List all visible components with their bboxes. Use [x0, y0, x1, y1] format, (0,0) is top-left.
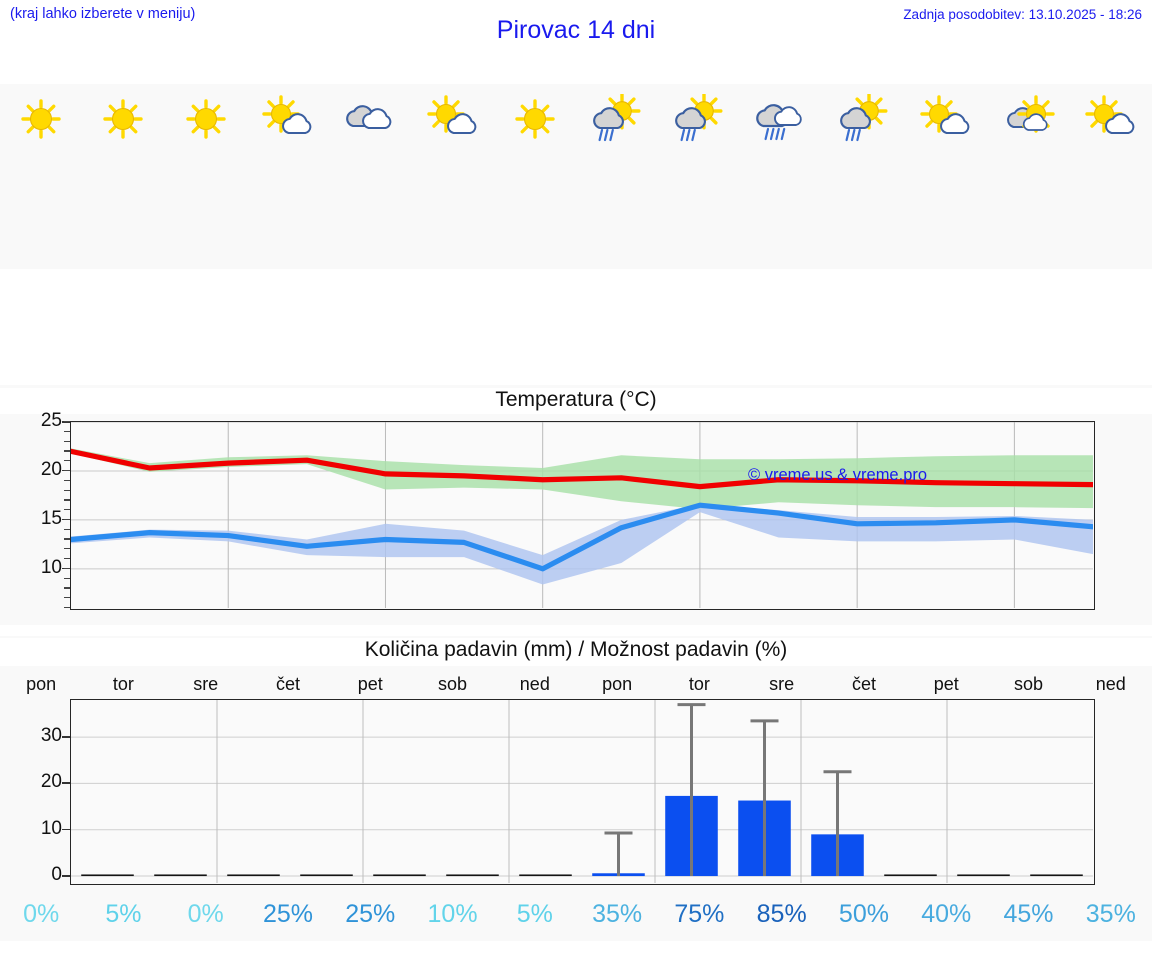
forecast-day-column[interactable] [905, 84, 987, 269]
temperature-y-tick-label: 25 [40, 410, 62, 431]
sun-cloud-rain-icon [582, 92, 652, 148]
precipitation-day-label: tor [112, 674, 134, 694]
watermark-text: © vreme.us & vreme.pro [748, 466, 928, 484]
temperature-series-svg [71, 422, 1093, 608]
temperature-y-tick-label: 10 [40, 556, 62, 578]
precipitation-probability: 10% [427, 900, 478, 928]
sun-cloud-icon [253, 92, 323, 148]
cloudy-icon [335, 92, 405, 148]
precipitation-probability: 35% [1085, 900, 1136, 928]
forecast-day-column[interactable] [576, 84, 658, 269]
precipitation-day-label: sob [438, 674, 468, 694]
temperature-plot-area [70, 421, 1095, 610]
temperature-y-tick-label: 15 [40, 507, 62, 529]
precipitation-bars-svg [71, 700, 1093, 883]
page-header: (kraj lahko izberete v meniju) Pirovac 1… [0, 0, 1152, 60]
forecast-day-column[interactable] [165, 84, 247, 269]
precipitation-probability: 5% [105, 900, 142, 928]
forecast-day-column[interactable] [494, 84, 576, 269]
sun-cloud-rain-icon [829, 92, 899, 148]
sun-cloud-icon [418, 92, 488, 148]
precipitation-chart-title: Količina padavin (mm) / Možnost padavin … [0, 638, 1152, 666]
page-title: Pirovac 14 dni [496, 16, 656, 44]
precipitation-y-tick-label: 10 [40, 817, 62, 839]
temperature-chart-title: Temperatura (°C) [0, 388, 1152, 414]
sun-icon [88, 92, 158, 148]
sun-icon [500, 92, 570, 148]
precipitation-probability: 5% [516, 900, 553, 928]
sun-icon [6, 92, 76, 148]
forecast-day-column[interactable] [0, 84, 82, 269]
daily-forecast-strip [0, 84, 1152, 269]
precipitation-day-label: sob [1014, 674, 1044, 694]
menu-hint: (kraj lahko izberete v meniju) [10, 6, 196, 22]
precipitation-day-labels: pon tor sre čet pet sob ned pon tor sre čet pet sob n… [0, 674, 1152, 698]
cloud-rain-icon [747, 92, 817, 148]
precipitation-y-tick-label: 30 [40, 725, 62, 747]
forecast-day-column[interactable] [329, 84, 411, 269]
forecast-day-column[interactable] [411, 84, 493, 269]
precipitation-day-label: čet [851, 674, 876, 694]
precipitation-probability: 35% [592, 900, 643, 928]
precipitation-day-label: pon [602, 674, 633, 694]
forecast-day-column[interactable] [741, 84, 823, 269]
forecast-day-column[interactable] [987, 84, 1069, 269]
precipitation-day-label: pet [357, 674, 383, 694]
sun-icon [171, 92, 241, 148]
precipitation-probability: 25% [345, 900, 396, 928]
forecast-day-column[interactable] [1070, 84, 1152, 269]
precipitation-probability: 50% [838, 900, 889, 928]
temperature-y-tick-label: 20 [40, 458, 62, 480]
cloud-sun-icon [994, 92, 1064, 148]
precipitation-y-tick-label: 0 [51, 864, 62, 886]
precipitation-day-label: tor [688, 674, 710, 694]
precipitation-day-label: sre [769, 674, 795, 694]
forecast-day-column[interactable] [247, 84, 329, 269]
precipitation-day-label: pon [26, 674, 57, 694]
precipitation-probability: 0% [187, 900, 224, 928]
sun-cloud-rain-icon [664, 92, 734, 148]
precipitation-probability: 0% [23, 900, 60, 928]
sun-cloud-icon [911, 92, 981, 148]
precipitation-day-label: pet [933, 674, 959, 694]
precipitation-probability-row: 0% 5% 0% 25% 25% 10% 5% 35% 75% 85% 50% 40% 45% 35% [0, 900, 1152, 940]
precipitation-probability: 85% [756, 900, 807, 928]
precipitation-probability: 45% [1003, 900, 1054, 928]
precipitation-plot-area [70, 699, 1095, 885]
forecast-day-column[interactable] [82, 84, 164, 269]
forecast-day-column[interactable] [658, 84, 740, 269]
forecast-day-columns [0, 84, 1152, 269]
precipitation-day-label: ned [519, 674, 550, 694]
forecast-day-column[interactable] [823, 84, 905, 269]
precipitation-probability: 75% [674, 900, 725, 928]
sun-cloud-icon [1076, 92, 1146, 148]
last-updated-text: Zadnja posodobitev: 13.10.2025 - 18:26 [903, 7, 1142, 22]
precipitation-day-label: čet [275, 674, 300, 694]
precipitation-y-tick-label: 20 [40, 771, 62, 793]
precipitation-probability: 25% [262, 900, 313, 928]
precipitation-day-label: sre [193, 674, 219, 694]
precipitation-day-label: ned [1095, 674, 1126, 694]
precipitation-probability: 40% [921, 900, 972, 928]
